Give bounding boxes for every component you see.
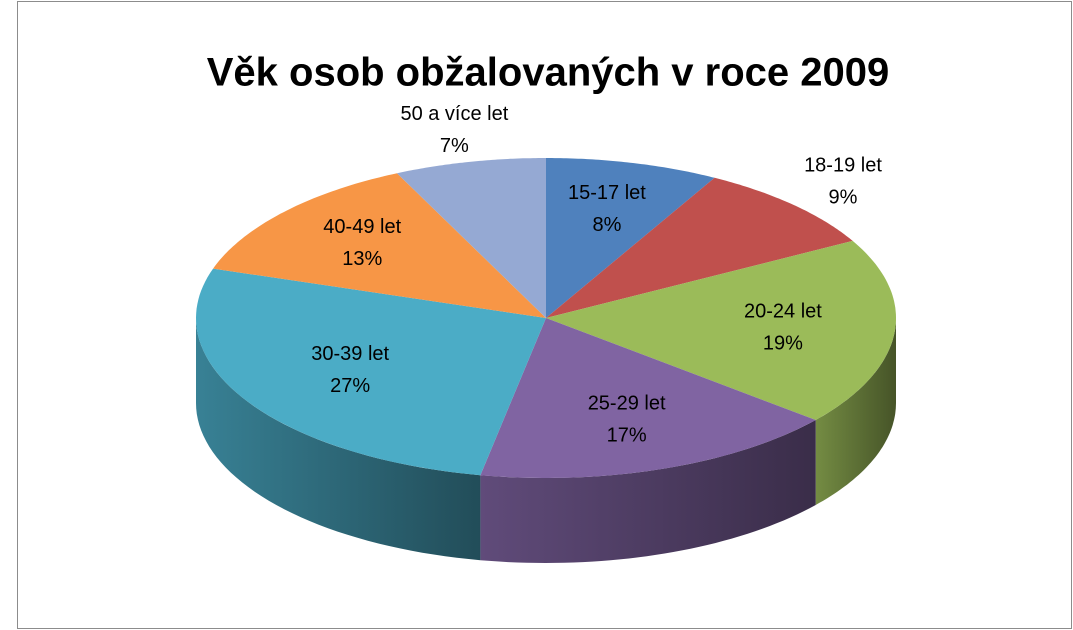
pie-slice <box>397 158 546 318</box>
value-label: 8% <box>592 214 621 236</box>
category-label: 30-39 let <box>311 343 389 365</box>
pie-slice <box>196 268 546 476</box>
category-label: 40-49 let <box>323 216 401 238</box>
value-label: 7% <box>440 135 469 157</box>
value-label: 9% <box>829 187 858 209</box>
value-label: 19% <box>763 333 803 355</box>
category-label: 15-17 let <box>568 182 646 204</box>
pie-side <box>196 318 481 561</box>
value-label: 13% <box>342 248 382 270</box>
pie-slice <box>546 158 715 318</box>
pie-slice <box>546 240 896 420</box>
pie-sides <box>196 318 896 563</box>
pie-side <box>480 420 816 563</box>
category-label: 18-19 let <box>804 155 882 177</box>
category-label: 20-24 let <box>744 301 822 323</box>
data-labels: 15-17 let 8% 18-19 let 9% 20-24 let 19% 25-29 … <box>311 103 882 447</box>
value-label: 27% <box>330 375 370 397</box>
category-label: 25-29 let <box>588 393 666 415</box>
pie-side <box>815 318 896 505</box>
chart-title: Věk osob obžalovaných v roce 2009 <box>207 51 890 95</box>
pie-slice <box>546 177 853 318</box>
category-label: 50 a více let <box>400 103 508 125</box>
pie-slice <box>213 173 546 318</box>
value-label: 17% <box>607 425 647 447</box>
pie-tops <box>196 158 896 478</box>
pie-slice <box>480 318 816 478</box>
